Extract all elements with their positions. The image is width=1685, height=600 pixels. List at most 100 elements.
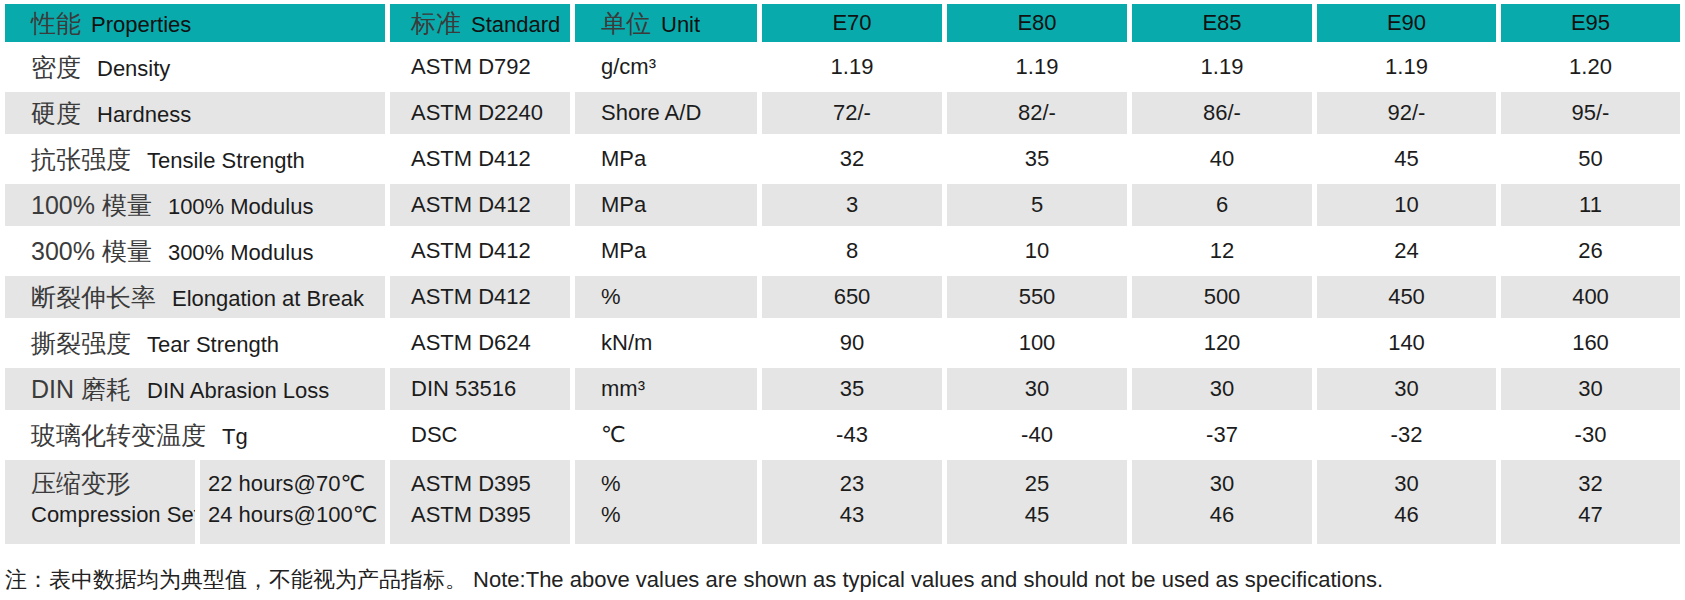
- value-cell: 40: [1132, 138, 1312, 180]
- header-standard-en: Standard: [471, 12, 560, 37]
- header-grade-e95: E95: [1501, 4, 1680, 42]
- standard-cell: ASTM D412: [390, 230, 570, 272]
- property-label-zh: 硬度: [31, 99, 81, 127]
- value-line: 46: [1317, 499, 1496, 530]
- value-cell: 650: [762, 276, 942, 318]
- header-grade-e70: E70: [762, 4, 942, 42]
- property-label-zh: 300% 模量: [31, 237, 152, 265]
- value-cell: 72/-: [762, 92, 942, 134]
- value-cell: 3: [762, 184, 942, 226]
- property-label-zh: 100% 模量: [31, 191, 152, 219]
- table-row: 密度DensityASTM D792g/cm³1.191.191.191.191…: [5, 46, 1680, 88]
- value-line: 45: [947, 499, 1127, 530]
- table-row: 100% 模量100% ModulusASTM D412MPa3561011: [5, 184, 1680, 226]
- value-line: 46: [1132, 499, 1312, 530]
- condition-cell: 22 hours@70℃24 hours@100℃: [200, 460, 385, 544]
- header-grade-e90: E90: [1317, 4, 1496, 42]
- property-label-en: Density: [97, 56, 170, 81]
- datasheet: 性能Properties 标准Standard 单位Unit E70 E80 E…: [0, 0, 1685, 595]
- condition-line: 24 hours@100℃: [208, 499, 385, 530]
- unit-cell: %: [575, 276, 757, 318]
- value-cell: 550: [947, 276, 1127, 318]
- header-standard-zh: 标准: [411, 9, 461, 37]
- value-cell: 92/-: [1317, 92, 1496, 134]
- header-grade-e85: E85: [1132, 4, 1312, 42]
- unit-cell: MPa: [575, 138, 757, 180]
- value-cell: 50: [1501, 138, 1680, 180]
- value-cell: -37: [1132, 414, 1312, 456]
- value-cell: 32: [762, 138, 942, 180]
- value-cell: 400: [1501, 276, 1680, 318]
- value-line: 30: [1317, 468, 1496, 499]
- property-label-en: Compression Set: [31, 499, 195, 530]
- standard-cell: ASTM D412: [390, 184, 570, 226]
- value-cell: -32: [1317, 414, 1496, 456]
- value-cell: 30: [947, 368, 1127, 410]
- value-cell: 140: [1317, 322, 1496, 364]
- property-cell: 硬度 Hardness: [5, 92, 385, 134]
- footnote: 注：表中数据均为典型值，不能视为产品指标。 Note:The above val…: [5, 565, 1685, 595]
- property-label-zh: 断裂伸长率: [31, 283, 156, 311]
- property-label-zh: DIN 磨耗: [31, 375, 131, 403]
- unit-cell: g/cm³: [575, 46, 757, 88]
- value-cell: 100: [947, 322, 1127, 364]
- value-cell: 35: [947, 138, 1127, 180]
- header-standard: 标准 Standard: [390, 4, 570, 42]
- value-cell: 30: [1501, 368, 1680, 410]
- property-cell: 300% 模量300% Modulus: [5, 230, 385, 272]
- value-cell: 2343: [762, 460, 942, 544]
- property-label-en: Tg: [222, 424, 248, 449]
- value-cell: 3046: [1317, 460, 1496, 544]
- table-row: 撕裂强度Tear StrengthASTM D624kN/m9010012014…: [5, 322, 1680, 364]
- value-cell: 26: [1501, 230, 1680, 272]
- unit-cell: %%: [575, 460, 757, 544]
- property-label-zh: 压缩变形: [31, 468, 195, 499]
- table-row: 断裂伸长率 Elongation at Break ASTM D412%650550…: [5, 276, 1680, 318]
- value-line: 25: [947, 468, 1127, 499]
- standard-cell: DIN 53516: [390, 368, 570, 410]
- header-unit-en: Unit: [661, 12, 700, 37]
- value-cell: 450: [1317, 276, 1496, 318]
- property-label-en: DIN Abrasion Loss: [147, 378, 329, 403]
- compression-set-row: 压缩变形Compression Set22 hours@70℃24 hours@…: [5, 460, 1680, 544]
- property-label-en: Tensile Strength: [147, 148, 305, 173]
- value-cell: 86/-: [1132, 92, 1312, 134]
- condition-line: 22 hours@70℃: [208, 468, 385, 499]
- value-cell: 12: [1132, 230, 1312, 272]
- value-line: 23: [762, 468, 942, 499]
- unit-cell: Shore A/D: [575, 92, 757, 134]
- value-cell: 1.19: [1317, 46, 1496, 88]
- value-cell: 1.19: [947, 46, 1127, 88]
- value-cell: 1.19: [1132, 46, 1312, 88]
- property-label-en: Elongation at Break: [172, 286, 364, 311]
- value-cell: 120: [1132, 322, 1312, 364]
- value-cell: 500: [1132, 276, 1312, 318]
- unit-cell: MPa: [575, 184, 757, 226]
- property-label-en: Tear Strength: [147, 332, 279, 357]
- table-row: 玻璃化转变温度TgDSC℃-43-40-37-32-30: [5, 414, 1680, 456]
- value-line: 47: [1501, 499, 1680, 530]
- value-cell: 35: [762, 368, 942, 410]
- unit-line: %: [601, 499, 757, 530]
- standard-cell: ASTM D792: [390, 46, 570, 88]
- property-cell: 压缩变形Compression Set: [5, 460, 195, 544]
- value-line: 43: [762, 499, 942, 530]
- table-row: DIN 磨耗DIN Abrasion LossDIN 53516mm³35303…: [5, 368, 1680, 410]
- table-row: 硬度HardnessASTM D2240Shore A/D72/-82/-86/…: [5, 92, 1680, 134]
- property-cell: DIN 磨耗 DIN Abrasion Loss: [5, 368, 385, 410]
- value-line: 30: [1132, 468, 1312, 499]
- standard-cell: ASTM D412: [390, 276, 570, 318]
- unit-cell: ℃: [575, 414, 757, 456]
- value-cell: 5: [947, 184, 1127, 226]
- header-unit-zh: 单位: [601, 9, 651, 37]
- value-cell: 8: [762, 230, 942, 272]
- property-label-en: Hardness: [97, 102, 191, 127]
- standard-cell: ASTM D2240: [390, 92, 570, 134]
- standard-line: ASTM D395: [411, 468, 570, 499]
- property-cell: 断裂伸长率 Elongation at Break: [5, 276, 385, 318]
- value-cell: 160: [1501, 322, 1680, 364]
- unit-line: %: [601, 468, 757, 499]
- property-label-zh: 抗张强度: [31, 145, 131, 173]
- property-cell: 抗张强度 Tensile Strength: [5, 138, 385, 180]
- value-cell: 3046: [1132, 460, 1312, 544]
